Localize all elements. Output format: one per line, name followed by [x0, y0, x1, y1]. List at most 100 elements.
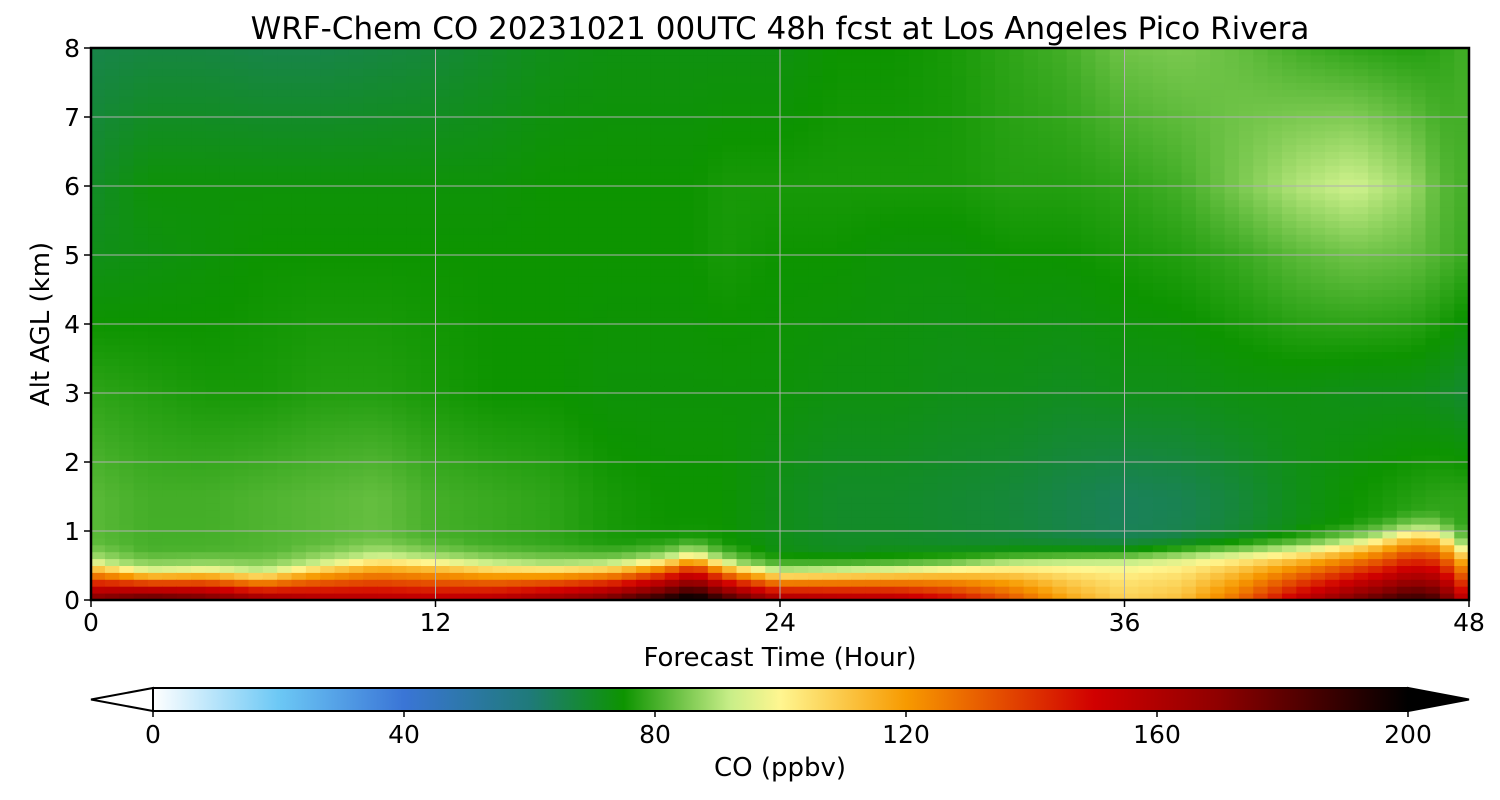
heatmap-cell: [722, 289, 738, 297]
heatmap-cell: [248, 406, 264, 415]
heatmap-cell: [406, 102, 422, 111]
heatmap-cell: [492, 123, 508, 132]
heatmap-cell: [650, 289, 666, 297]
heatmap-cell: [305, 392, 322, 401]
heatmap-cell: [420, 365, 436, 373]
heatmap-cell: [621, 489, 637, 497]
heatmap-cell: [793, 489, 810, 497]
heatmap-cell: [320, 358, 336, 366]
heatmap-cell: [392, 592, 408, 600]
heatmap-cell: [880, 406, 896, 415]
heatmap-cell: [679, 296, 695, 304]
heatmap-cell: [219, 240, 236, 249]
heatmap-cell: [234, 227, 250, 235]
heatmap-cell: [664, 268, 681, 277]
heatmap-cell: [248, 565, 264, 573]
heatmap-cell: [722, 399, 738, 408]
heatmap-cell: [91, 337, 106, 346]
heatmap-cell: [463, 164, 480, 173]
heatmap-cell: [291, 496, 307, 504]
heatmap-cell: [248, 82, 264, 90]
heatmap-cell: [650, 406, 666, 415]
heatmap-cell: [234, 199, 250, 208]
heatmap-cell: [765, 558, 781, 566]
heatmap-cell: [463, 399, 480, 408]
heatmap-cell: [305, 509, 322, 518]
heatmap-cell: [980, 558, 996, 566]
heatmap-cell: [923, 475, 939, 484]
heatmap-cell: [291, 171, 307, 180]
heatmap-cell: [937, 192, 953, 201]
heatmap-cell: [219, 523, 236, 532]
heatmap-cell: [894, 144, 910, 152]
heatmap-cell: [966, 227, 982, 235]
heatmap-cell: [478, 268, 494, 277]
heatmap-cell: [779, 516, 795, 525]
heatmap-cell: [808, 454, 824, 463]
heatmap-cell: [262, 227, 279, 235]
heatmap-cell: [478, 454, 494, 463]
heatmap-cell: [693, 95, 709, 104]
heatmap-cell: [865, 330, 881, 339]
heatmap-cell: [506, 509, 523, 518]
heatmap-cell: [808, 254, 824, 263]
heatmap-cell: [593, 220, 609, 228]
heatmap-cell: [707, 578, 724, 587]
heatmap-cell: [521, 489, 537, 497]
heatmap-cell: [291, 454, 307, 463]
heatmap-cell: [837, 585, 853, 594]
heatmap-cell: [262, 578, 279, 587]
heatmap-cell: [765, 454, 781, 463]
heatmap-cell: [506, 351, 523, 359]
heatmap-cell: [837, 365, 853, 373]
heatmap-cell: [205, 523, 221, 532]
heatmap-cell: [808, 316, 824, 325]
heatmap-cell: [406, 461, 422, 470]
heatmap-cell: [205, 171, 221, 180]
heatmap-cell: [722, 171, 738, 180]
heatmap-cell: [707, 558, 724, 566]
heatmap-cell: [650, 309, 666, 318]
heatmap-cell: [750, 130, 767, 139]
heatmap-cell: [234, 503, 250, 511]
heatmap-cell: [607, 123, 623, 132]
heatmap-cell: [837, 227, 853, 235]
heatmap-cell: [463, 489, 480, 497]
heatmap-cell: [320, 158, 336, 166]
heatmap-cell: [492, 213, 508, 221]
heatmap-cell: [808, 289, 824, 297]
heatmap-cell: [908, 351, 925, 359]
heatmap-cell: [822, 130, 838, 139]
heatmap-cell: [736, 523, 752, 532]
heatmap-cell: [793, 413, 810, 422]
heatmap-cell: [234, 158, 250, 166]
heatmap-cell: [291, 585, 307, 594]
heatmap-cell: [980, 516, 996, 525]
heatmap-cell: [894, 48, 910, 56]
heatmap-cell: [377, 572, 393, 580]
heatmap-cell: [578, 282, 594, 290]
heatmap-cell: [937, 565, 953, 573]
heatmap-cell: [234, 489, 250, 497]
heatmap-cell: [837, 434, 853, 442]
heatmap-cell: [205, 261, 221, 270]
heatmap-cell: [435, 199, 451, 208]
heatmap-cell: [837, 178, 853, 187]
heatmap-cell: [793, 565, 810, 573]
heatmap-cell: [679, 358, 695, 366]
heatmap-cell: [248, 123, 264, 132]
heatmap-cell: [980, 537, 996, 546]
heatmap-cell: [162, 95, 178, 104]
heatmap-cell: [865, 516, 881, 525]
heatmap-cell: [119, 516, 135, 525]
heatmap-cell: [765, 95, 781, 104]
heatmap-cell: [894, 468, 910, 477]
heatmap-cell: [320, 275, 336, 284]
heatmap-cell: [693, 171, 709, 180]
heatmap-cell: [765, 378, 781, 387]
heatmap-cell: [91, 454, 106, 463]
heatmap-cell: [607, 296, 623, 304]
heatmap-cell: [822, 434, 838, 442]
heatmap-cell: [837, 54, 853, 63]
heatmap-cell: [793, 358, 810, 366]
